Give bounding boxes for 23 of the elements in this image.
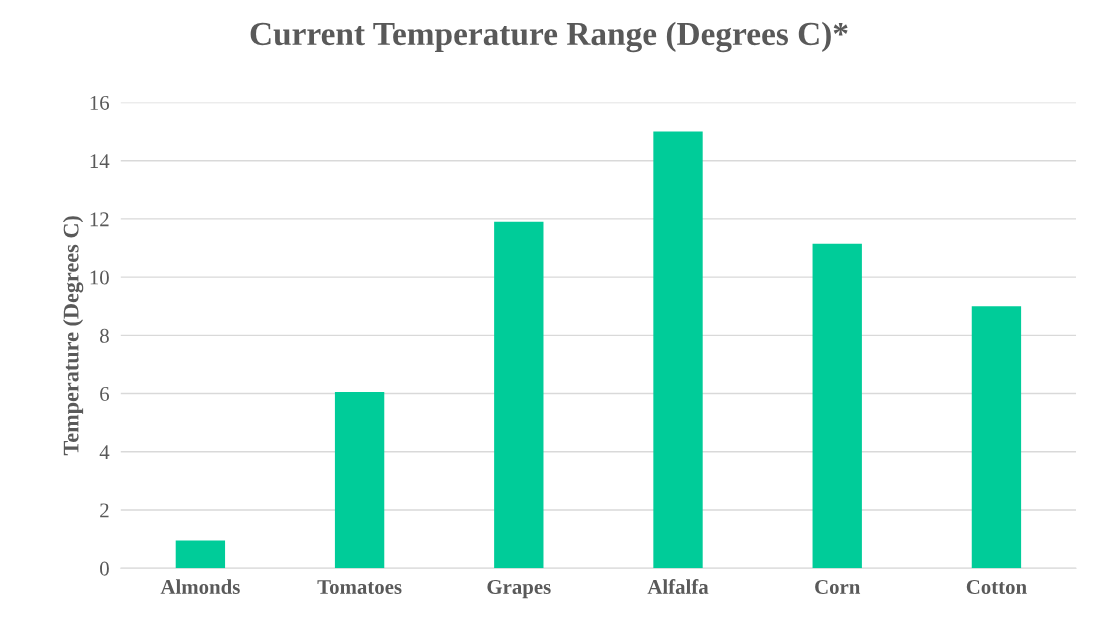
x-tick-label: Grapes bbox=[487, 579, 551, 599]
x-tick-label: Cotton bbox=[966, 579, 1027, 594]
y-tick-label: 2 bbox=[100, 503, 109, 518]
bar bbox=[812, 243, 862, 569]
bar bbox=[175, 540, 226, 569]
x-tick-label: Alfalfa bbox=[647, 579, 709, 594]
bar bbox=[653, 131, 703, 569]
x-tick-label: Almonds bbox=[160, 579, 240, 594]
y-tick-label: 6 bbox=[100, 386, 110, 401]
x-tick-label: Tomatoes bbox=[317, 580, 402, 594]
bar bbox=[494, 221, 544, 569]
y-tick-label: 16 bbox=[90, 95, 110, 110]
bar bbox=[334, 392, 385, 569]
bar bbox=[971, 306, 1022, 569]
chart-title: Current Temperature Range (Degrees C)* bbox=[250, 21, 848, 53]
y-tick-label: 14 bbox=[90, 154, 110, 168]
y-tick-label: 0 bbox=[100, 561, 109, 576]
y-tick-label: 10 bbox=[90, 270, 109, 285]
y-axis-title: Temperature (Degrees C) bbox=[62, 216, 84, 456]
y-tick-label: 12 bbox=[90, 212, 109, 227]
y-tick-label: 4 bbox=[99, 445, 110, 460]
x-tick-label: Corn bbox=[815, 579, 861, 594]
y-tick-label: 8 bbox=[100, 328, 109, 343]
